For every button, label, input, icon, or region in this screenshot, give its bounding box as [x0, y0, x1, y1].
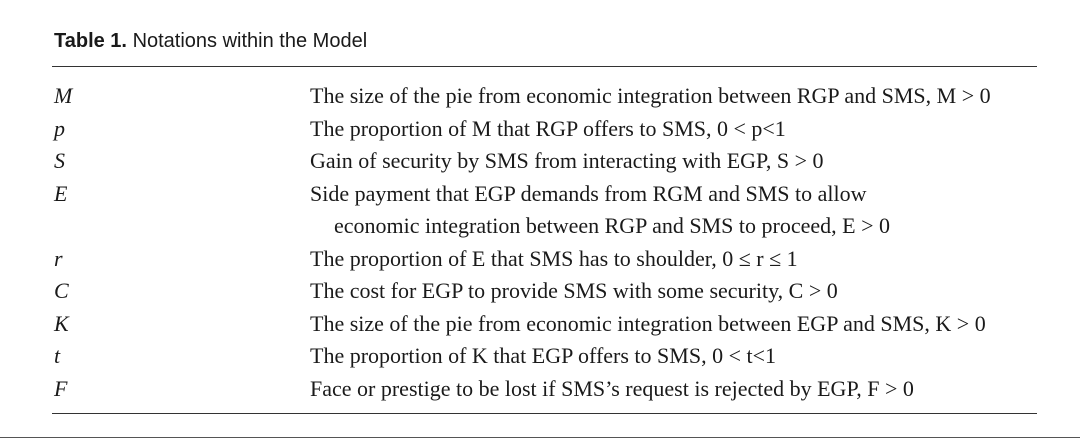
notation-table: M The size of the pie from economic inte…: [54, 80, 1034, 405]
description-line: The proportion of M that RGP offers to S…: [310, 115, 786, 141]
description-line: Face or prestige to be lost if SMS’s req…: [310, 375, 914, 401]
description-line-continuation: economic integration between RGP and SMS…: [334, 213, 890, 238]
notation-symbol: t: [54, 343, 61, 368]
description-line: The size of the pie from economic integr…: [310, 83, 991, 108]
table-bottom-rule: [52, 413, 1037, 414]
page-divider: [0, 437, 1080, 438]
description-line: Gain of security by SMS from interacting…: [310, 148, 824, 173]
description-line: Side payment that EGP demands from RGM a…: [310, 180, 867, 206]
notation-description: The size of the pie from economic integr…: [310, 80, 1034, 113]
notation-description: The proportion of E that SMS has to shou…: [310, 243, 1034, 276]
notation-symbol: S: [54, 148, 65, 173]
notation-symbol: E: [54, 180, 68, 206]
notation-symbol: p: [54, 115, 65, 141]
notation-symbol: M: [54, 83, 73, 108]
table-row: S Gain of security by SMS from interacti…: [54, 145, 1034, 178]
table-caption: Table 1. Notations within the Model: [54, 29, 367, 53]
notation-description: The cost for EGP to provide SMS with som…: [310, 275, 1034, 308]
description-line: The cost for EGP to provide SMS with som…: [310, 278, 838, 303]
table-top-rule: [52, 66, 1037, 67]
table-row: p The proportion of M that RGP offers to…: [54, 113, 1034, 146]
table-row: F Face or prestige to be lost if SMS’s r…: [54, 373, 1034, 406]
notation-symbol: K: [54, 310, 69, 336]
table-row: r The proportion of E that SMS has to sh…: [54, 243, 1034, 276]
table-row: K The size of the pie from economic inte…: [54, 308, 1034, 341]
description-line: The proportion of K that EGP offers to S…: [310, 343, 777, 368]
notation-description: Gain of security by SMS from interacting…: [310, 145, 1034, 178]
notation-description: Face or prestige to be lost if SMS’s req…: [310, 373, 1034, 406]
notation-symbol: r: [54, 245, 63, 271]
notation-symbol: C: [54, 278, 69, 303]
notation-symbol: F: [54, 375, 68, 401]
table-caption-title: Notations within the Model: [132, 30, 368, 52]
table-caption-label: Table 1.: [54, 30, 127, 52]
table-row: C The cost for EGP to provide SMS with s…: [54, 275, 1034, 308]
notation-description: Side payment that EGP demands from RGM a…: [310, 178, 1034, 243]
table-row: M The size of the pie from economic inte…: [54, 80, 1034, 113]
table-row: t The proportion of K that EGP offers to…: [54, 340, 1034, 373]
description-line: The size of the pie from economic integr…: [310, 310, 986, 336]
table-row: E Side payment that EGP demands from RGM…: [54, 178, 1034, 243]
notation-description: The size of the pie from economic integr…: [310, 308, 1034, 341]
notation-description: The proportion of K that EGP offers to S…: [310, 340, 1034, 373]
description-line: The proportion of E that SMS has to shou…: [310, 245, 798, 271]
notation-description: The proportion of M that RGP offers to S…: [310, 113, 1034, 146]
